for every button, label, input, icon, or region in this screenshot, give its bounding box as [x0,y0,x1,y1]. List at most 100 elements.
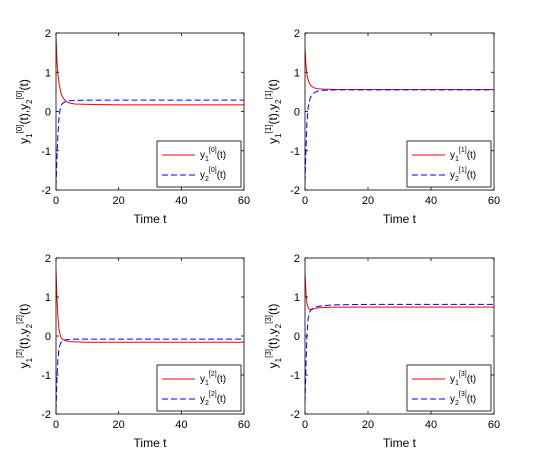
x-tick-label: 20 [113,195,125,207]
comma: , [266,334,280,337]
superscript: [1] [459,167,467,174]
subscript: 1 [274,133,283,138]
arg-t: (t) [266,338,280,349]
y-tick-label: 0 [294,107,300,119]
y-tick-label: 2 [294,28,300,40]
legend-box [156,140,242,188]
arg-t: (t) [266,113,280,124]
y-axis-label: y1[2](t),y2[2](t) [15,304,34,369]
superscript: [1] [264,90,273,99]
sym-y: y [17,138,31,144]
x-tick-label: 40 [175,195,187,207]
arg-t: (t) [467,394,476,405]
x-tick-label: 40 [175,419,187,431]
comma: , [17,110,31,113]
y-tick-label: -1 [290,146,300,158]
x-axis-label: Time t [383,436,417,450]
series-line-1 [56,99,244,187]
superscript: [2] [15,315,24,324]
y-axis-label: y1[3](t),y2[3](t) [264,304,283,369]
x-tick-label: 20 [113,419,125,431]
y-tick-label: 1 [45,292,51,304]
y-tick-label: -2 [290,185,300,197]
x-tick-label: 60 [488,195,500,207]
y-tick-label: 2 [45,253,51,265]
legend: y1[3](t)y2[3](t) [406,364,492,412]
y-tick-label: 2 [45,28,51,40]
superscript: [2] [15,349,24,358]
subscript: 2 [205,400,209,407]
x-tick-label: 0 [53,195,59,207]
arg-t: (t) [266,304,280,315]
arg-t: (t) [17,113,31,124]
subscript: 1 [25,357,34,362]
x-tick-label: 0 [302,195,308,207]
sym-y: y [266,328,280,334]
x-tick-label: 40 [425,419,437,431]
x-tick-label: 60 [238,195,250,207]
y-tick-label: -2 [41,185,51,197]
subscript: 1 [25,133,34,138]
y-tick-label: -1 [41,370,51,382]
arg-t: (t) [217,150,226,161]
y-axis-label: y1[1](t),y2[1](t) [264,79,283,144]
y-tick-label: 0 [45,107,51,119]
superscript: [3] [459,391,467,398]
subscript: 1 [455,380,459,387]
series-line-0 [305,48,494,91]
subscript: 2 [25,323,34,328]
comma: , [266,110,280,113]
y-tick-label: 1 [45,67,51,79]
y-tick-label: -1 [290,370,300,382]
y-axis-label: y1[0](t),y2[0](t) [15,79,34,144]
legend: y1[0](t)y2[0](t) [156,140,242,188]
sym-y: y [266,138,280,144]
arg-t: (t) [17,304,31,315]
subscript: 2 [455,400,459,407]
legend-label-1: y2[2](t) [200,391,226,407]
y-tick-label: 2 [294,253,300,265]
superscript: [0] [15,90,24,99]
x-tick-label: 60 [238,419,250,431]
superscript: [3] [264,349,273,358]
superscript: [1] [264,125,273,134]
x-axis-label: Time t [134,212,168,226]
superscript: [2] [209,391,217,398]
arg-t: (t) [17,338,31,349]
x-tick-label: 0 [302,419,308,431]
legend: y1[2](t)y2[2](t) [156,364,242,412]
x-tick-label: 40 [425,195,437,207]
sym-y: y [450,374,455,385]
subscript: 1 [205,156,209,163]
legend: y1[1](t)y2[1](t) [406,140,492,188]
sym-y: y [17,328,31,334]
y-tick-label: -2 [41,409,51,421]
sym-y: y [200,394,205,405]
subscript: 2 [274,323,283,328]
superscript: [3] [264,315,273,324]
subscript: 2 [455,176,459,183]
superscript: [3] [459,371,467,378]
legend-label-0: y1[3](t) [450,371,476,387]
series-line-1 [56,338,244,411]
arg-t: (t) [217,374,226,385]
y-tick-label: -1 [41,146,51,158]
x-axis-label: Time t [383,212,417,226]
subscript: 2 [205,176,209,183]
legend-label-0: y1[2](t) [200,371,226,387]
y-tick-label: 1 [294,67,300,79]
subscript: 1 [455,156,459,163]
series-line-1 [305,89,494,183]
series-line-0 [56,269,244,343]
legend-label-1: y2[3](t) [450,391,476,407]
sym-y: y [17,362,31,368]
superscript: [2] [209,371,217,378]
arg-t: (t) [467,150,476,161]
comma: , [17,334,31,337]
arg-t: (t) [17,79,31,90]
legend-label-1: y2[1](t) [450,167,476,183]
